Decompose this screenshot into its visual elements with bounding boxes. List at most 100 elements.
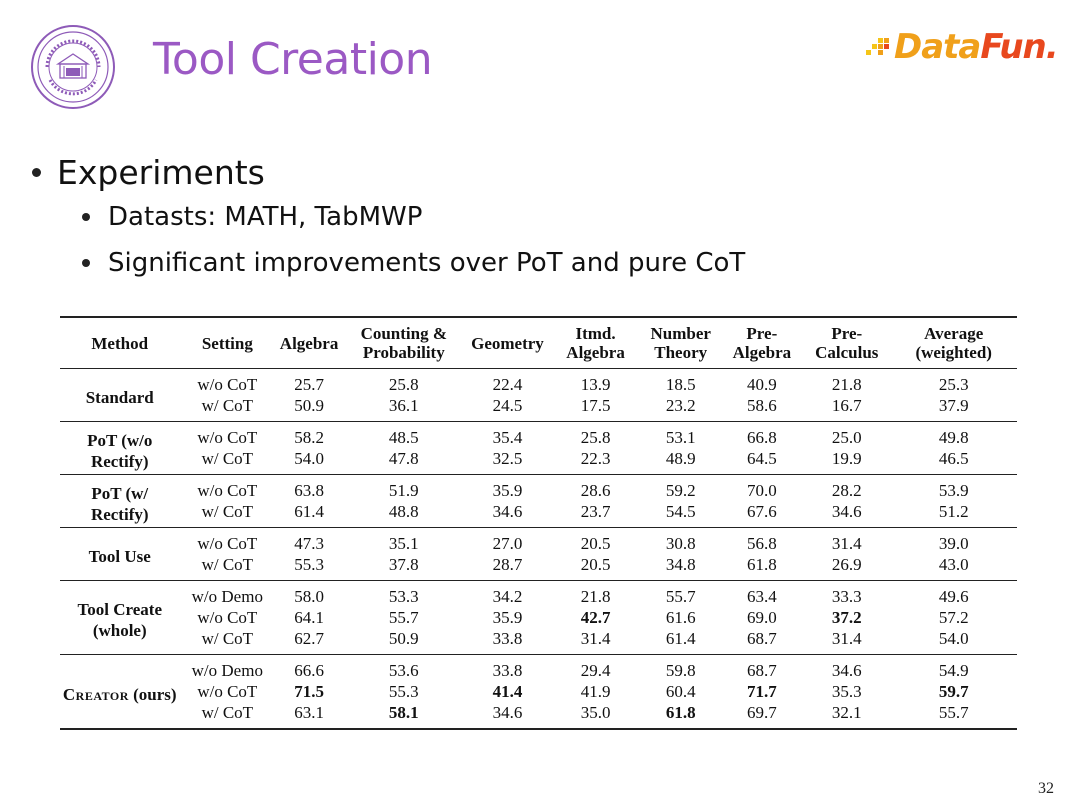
- value-cell: 27.0: [492, 534, 523, 553]
- value-cell: 36.1: [388, 396, 419, 415]
- value-cell: 64.5: [746, 449, 777, 468]
- value-cell: 71.7: [746, 682, 777, 701]
- table-row: w/ CoT 63.1 58.1 34.6 35.0 61.8 69.7 32.1 55.7: [60, 702, 1017, 729]
- value-cell: 16.7: [831, 396, 862, 415]
- setting-cell: w/o CoT: [197, 481, 258, 500]
- table-row: w/o CoT 64.1 55.7 35.9 42.7 61.6 69.0 37.2 57.2: [60, 607, 1017, 628]
- value-cell: 56.8: [746, 534, 777, 553]
- sub-bullet-improvements: Significant improvements over PoT and pu…: [82, 240, 745, 286]
- value-cell: 47.8: [388, 449, 419, 468]
- value-cell: 61.8: [746, 555, 777, 574]
- table-row: PoT (w/ Rectify) w/o CoT 63.8 51.9 35.9 28.6 5…: [60, 475, 1017, 524]
- sub-bullet-text: Significant improvements over PoT and pu…: [108, 248, 746, 278]
- value-cell: 21.8: [580, 587, 611, 606]
- value-cell: 53.9: [938, 481, 969, 500]
- value-cell: 23.7: [580, 502, 611, 521]
- table-row: Tool Create (whole) w/o Demo 58.0 53.3 34.2 2…: [60, 581, 1017, 640]
- bullet-dot-icon: [82, 213, 90, 221]
- table-row: Tool Use w/o CoT 47.3 35.1 27.0 20.5 30.8 56.8 3…: [60, 528, 1017, 566]
- value-cell: 63.1: [294, 703, 324, 722]
- value-cell: 53.3: [388, 587, 419, 606]
- value-cell: 66.6: [294, 661, 324, 680]
- bullet-dot-icon: [82, 259, 90, 267]
- table-row: w/ CoT 62.7 50.9 33.8 31.4 61.4 68.7 31.4 54.0: [60, 628, 1017, 655]
- value-cell: 63.8: [294, 481, 324, 500]
- value-cell: 53.1: [665, 428, 696, 447]
- value-cell: 24.5: [492, 396, 523, 415]
- setting-cell: w/o CoT: [197, 428, 258, 447]
- value-cell: 39.0: [938, 534, 969, 553]
- column-header: Counting & Probability: [360, 324, 447, 362]
- value-cell: 25.8: [580, 428, 611, 447]
- value-cell: 33.3: [831, 587, 862, 606]
- value-cell: 55.3: [294, 555, 324, 574]
- value-cell: 37.9: [938, 396, 969, 415]
- column-header: Setting: [201, 333, 253, 353]
- value-cell: 57.2: [938, 608, 969, 627]
- table-row: Standard w/o CoT 25.7 25.8 22.4 13.9 18.5 40.9 2…: [60, 369, 1017, 407]
- value-cell: 59.2: [665, 481, 696, 500]
- value-cell: 64.1: [294, 608, 324, 627]
- column-header: Method: [91, 333, 149, 353]
- value-cell: 34.6: [831, 661, 862, 680]
- value-cell: 47.3: [294, 534, 324, 553]
- value-cell: 42.7: [580, 608, 611, 627]
- value-cell: 35.3: [831, 682, 862, 701]
- value-cell: 61.4: [665, 629, 696, 648]
- value-cell: 51.9: [388, 481, 419, 500]
- value-cell: 22.4: [492, 375, 523, 394]
- table-group: PoT (w/o Rectify) w/o CoT 58.2 48.5 35.4 25.8…: [60, 422, 1017, 475]
- value-cell: 34.8: [665, 555, 696, 574]
- value-cell: 31.4: [580, 629, 611, 648]
- value-cell: 32.5: [492, 449, 523, 468]
- value-cell: 58.2: [294, 428, 324, 447]
- value-cell: 28.2: [831, 481, 862, 500]
- table-header-row: Method Setting Algebra Counting & Probab…: [60, 317, 1017, 369]
- table-row: w/ CoT 50.9 36.1 24.5 17.5 23.2 58.6 16.7 37.9: [60, 395, 1017, 422]
- setting-cell: w/o CoT: [197, 375, 258, 394]
- setting-cell: w/ CoT: [201, 703, 254, 722]
- value-cell: 55.7: [665, 587, 696, 606]
- value-cell: 69.7: [746, 703, 777, 722]
- setting-cell: w/ CoT: [201, 449, 254, 468]
- value-cell: 61.6: [665, 608, 696, 627]
- table-group: Tool Create (whole) w/o Demo 58.0 53.3 34.2 2…: [60, 581, 1017, 655]
- results-table: Method Setting Algebra Counting & Probab…: [60, 316, 1017, 730]
- table-row: PoT (w/o Rectify) w/o CoT 58.2 48.5 35.4 25.8…: [60, 422, 1017, 471]
- sub-bullet-datasets: Datasts: MATH, TabMWP: [82, 194, 745, 240]
- column-header: Itmd. Algebra: [566, 324, 625, 362]
- column-header: Geometry: [471, 333, 544, 353]
- setting-cell: w/ CoT: [201, 629, 254, 648]
- setting-cell: w/o Demo: [191, 661, 263, 680]
- setting-cell: w/ CoT: [201, 555, 254, 574]
- table-row: w/ CoT 54.0 47.8 32.5 22.3 48.9 64.5 19.9 46.5: [60, 448, 1017, 475]
- value-cell: 20.5: [580, 534, 611, 553]
- column-header: Pre- Calculus: [815, 324, 879, 362]
- method-cell: PoT (w/o Rectify): [87, 430, 153, 471]
- value-cell: 48.5: [388, 428, 419, 447]
- method-cell: Standard: [85, 388, 154, 407]
- value-cell: 35.0: [580, 703, 611, 722]
- page-number: 32: [1038, 780, 1054, 797]
- brand-part-fun: Fun.: [980, 27, 1058, 67]
- value-cell: 63.4: [746, 587, 777, 606]
- method-cell: Tool Use: [88, 547, 151, 566]
- table-group: Standard w/o CoT 25.7 25.8 22.4 13.9 18.5 40.9 2…: [60, 369, 1017, 422]
- value-cell: 37.2: [831, 608, 862, 627]
- value-cell: 37.8: [388, 555, 419, 574]
- value-cell: 33.8: [492, 629, 523, 648]
- value-cell: 25.7: [294, 375, 324, 394]
- value-cell: 28.7: [492, 555, 523, 574]
- value-cell: 26.9: [831, 555, 862, 574]
- value-cell: 25.0: [831, 428, 862, 447]
- value-cell: 55.3: [388, 682, 419, 701]
- value-cell: 25.3: [938, 375, 969, 394]
- bullet-experiments: Experiments: [32, 150, 745, 194]
- value-cell: 70.0: [746, 481, 777, 500]
- setting-cell: w/o CoT: [197, 534, 258, 553]
- setting-cell: w/ CoT: [201, 502, 254, 521]
- value-cell: 41.4: [492, 682, 523, 701]
- setting-cell: w/o CoT: [197, 608, 258, 627]
- column-header: Algebra: [279, 333, 339, 353]
- setting-cell: w/ CoT: [201, 396, 254, 415]
